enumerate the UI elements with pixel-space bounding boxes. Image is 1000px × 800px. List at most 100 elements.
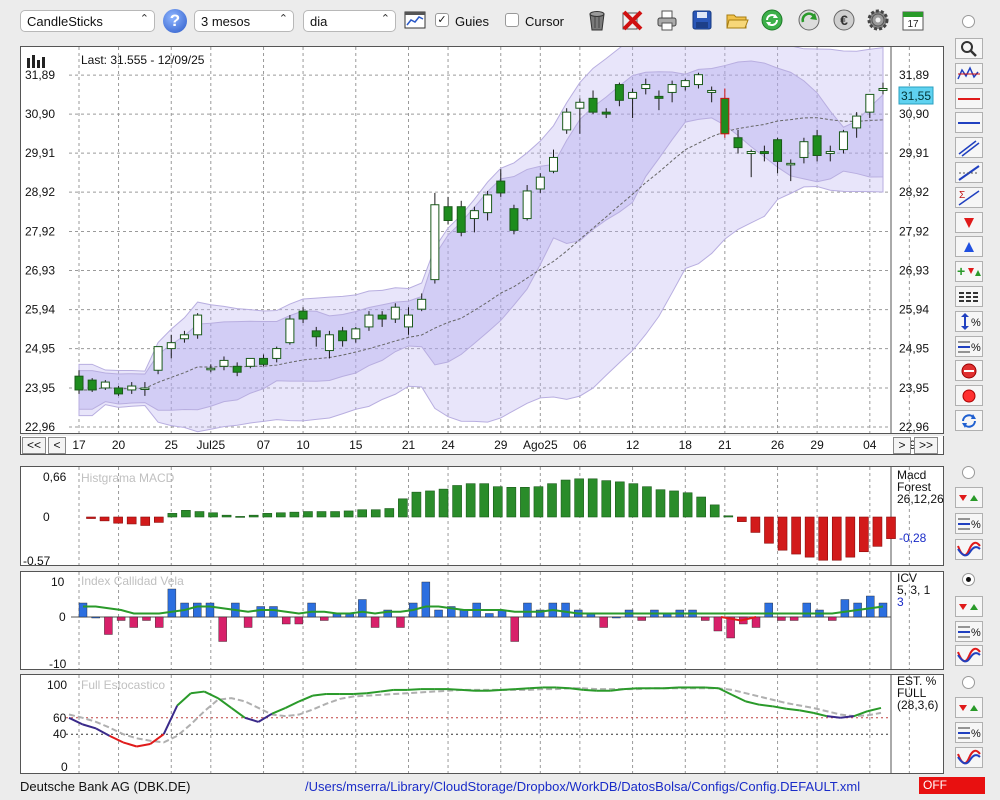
config-path-link[interactable]: /Users/mserra/Library/CloudStorage/Dropb… bbox=[305, 779, 861, 794]
trendline-icon[interactable] bbox=[955, 162, 983, 183]
macd-panel[interactable]: Histgrama MACD 0,66 0 -0,57 Macd Forest 26,12,… bbox=[20, 466, 950, 568]
channel-icon-glyph bbox=[958, 140, 980, 157]
indicator-curve-icon[interactable] bbox=[955, 539, 983, 560]
macd-bar bbox=[465, 483, 476, 518]
icv-bar bbox=[129, 616, 138, 628]
macd-legend: Macd bbox=[897, 468, 926, 482]
candle bbox=[535, 173, 545, 193]
candle bbox=[575, 98, 585, 134]
stoch-panel-radio[interactable] bbox=[962, 676, 975, 689]
icv-panel-radio[interactable] bbox=[962, 573, 975, 586]
macd-bar bbox=[547, 483, 557, 518]
stop-icon[interactable] bbox=[955, 360, 983, 382]
price-xaxis: 17 20 25 Jul25 07 10 15 21 24 29 Ago25 06 12 18 21 26 29… bbox=[20, 436, 956, 455]
zoom-icon[interactable] bbox=[955, 38, 983, 59]
chart-window-icon[interactable] bbox=[403, 8, 427, 32]
calendar-icon[interactable]: 17 bbox=[901, 8, 925, 32]
trash-icon[interactable] bbox=[585, 8, 609, 32]
buy-arrow-icon[interactable] bbox=[955, 236, 983, 258]
add-signal-icon[interactable]: + bbox=[955, 261, 983, 283]
record-icon[interactable] bbox=[955, 385, 983, 407]
nav-last-button[interactable]: >> bbox=[914, 437, 938, 454]
candle-body bbox=[285, 318, 295, 344]
stoch-k-segment bbox=[366, 690, 381, 695]
panel-radio-top[interactable] bbox=[962, 15, 975, 28]
macd-bar bbox=[506, 487, 517, 518]
x-tick-label: 29 bbox=[494, 438, 508, 452]
macd-panel-radio[interactable] bbox=[962, 466, 975, 479]
macd-chart[interactable]: Histgrama MACD 0,66 0 -0,57 MacdForest26,12,… bbox=[21, 467, 950, 568]
price-chart[interactable]: Last: 31.555 - 12/09/25 31,89 31,89 30,90 3… bbox=[21, 19, 950, 434]
list-icon[interactable] bbox=[955, 286, 983, 307]
period-select[interactable]: 3 mesos ⌃ bbox=[194, 10, 294, 32]
macd-bar bbox=[872, 516, 883, 547]
channel-icon[interactable] bbox=[955, 137, 983, 159]
cursor-checkbox[interactable] bbox=[505, 13, 519, 27]
updown-arrows-icon[interactable] bbox=[955, 596, 983, 617]
candle-body bbox=[483, 194, 493, 214]
y-tick-label-left: 28,92 bbox=[25, 185, 55, 199]
save-icon[interactable] bbox=[690, 8, 714, 32]
fibonacci-icon[interactable]: Σ bbox=[955, 186, 983, 208]
refresh-icon[interactable] bbox=[955, 410, 983, 431]
updown-arrows-icon[interactable] bbox=[955, 697, 983, 718]
gear-icon[interactable] bbox=[866, 8, 890, 32]
refresh-icon[interactable] bbox=[760, 8, 784, 32]
candle bbox=[456, 200, 466, 237]
indicator-curve-icon[interactable] bbox=[955, 747, 983, 768]
current-price-badge bbox=[898, 86, 934, 105]
stoch-panel[interactable]: Full Estocastico 100 60 40 0 EST. % FULL (28,3,… bbox=[20, 674, 950, 774]
percent-lines-icon[interactable]: % bbox=[955, 335, 983, 357]
percent-lines-icon[interactable]: % bbox=[955, 722, 983, 743]
icv-bar bbox=[878, 602, 888, 618]
price-panel[interactable]: Last: 31.555 - 12/09/25 31,89 31,89 30,90 3… bbox=[20, 19, 950, 434]
icv-bar bbox=[383, 609, 392, 618]
candle bbox=[74, 370, 84, 394]
percent-lines-icon[interactable]: % bbox=[955, 513, 983, 534]
nav-prev-button[interactable]: < bbox=[48, 437, 66, 454]
x-tick-label: 04 bbox=[863, 438, 877, 452]
update-icon[interactable] bbox=[797, 8, 821, 32]
icv-bar bbox=[91, 616, 100, 619]
stoch-chart[interactable]: Full Estocastico 100 60 40 0 EST. %FULL(28,3,… bbox=[21, 674, 950, 774]
x-tick-label: 25 bbox=[165, 438, 179, 452]
chart-type-select[interactable]: CandleSticks ⌃ bbox=[20, 10, 155, 32]
chart-style-icon[interactable] bbox=[955, 62, 983, 84]
nav-first-button[interactable]: << bbox=[22, 437, 46, 454]
candle-body bbox=[351, 328, 361, 340]
print-icon[interactable] bbox=[655, 8, 679, 32]
guides-checkbox[interactable]: ✓ bbox=[435, 13, 449, 27]
stoch-k-segment bbox=[190, 690, 205, 695]
off-toggle[interactable]: OFF bbox=[919, 777, 985, 794]
help-icon[interactable]: ? bbox=[163, 9, 187, 33]
delete-icon[interactable] bbox=[620, 8, 644, 32]
macd-bar bbox=[438, 488, 449, 518]
y-tick-label: -0,57 bbox=[23, 554, 51, 565]
icv-bar bbox=[535, 609, 545, 618]
y-tick-label-left: 31,89 bbox=[25, 68, 55, 82]
candle bbox=[720, 88, 730, 138]
percent-lines-icon[interactable]: % bbox=[955, 621, 983, 642]
candle-body bbox=[232, 365, 242, 373]
x-tick-label: 20 bbox=[112, 438, 126, 452]
hline-blue-icon[interactable] bbox=[955, 112, 983, 134]
euro-icon[interactable]: € bbox=[832, 8, 856, 32]
help-label: ? bbox=[169, 11, 181, 30]
stoch-legend: EST. % bbox=[897, 675, 937, 688]
interval-select[interactable]: dia ⌃ bbox=[303, 10, 396, 32]
candle-body bbox=[838, 131, 848, 151]
stoch-k-segment bbox=[244, 716, 259, 723]
percent-range-icon[interactable]: % bbox=[955, 310, 983, 332]
x-tick-label: 21 bbox=[402, 438, 416, 452]
hline-red-icon[interactable] bbox=[955, 87, 983, 109]
candle bbox=[100, 380, 110, 390]
sell-arrow-icon[interactable] bbox=[955, 211, 983, 233]
candle-body bbox=[469, 210, 479, 220]
indicator-curve-icon[interactable] bbox=[955, 645, 983, 666]
updown-arrows-icon[interactable] bbox=[955, 487, 983, 508]
folder-icon[interactable] bbox=[725, 8, 749, 32]
icv-title: Index Callidad Vela bbox=[81, 574, 184, 588]
nav-next-button[interactable]: > bbox=[893, 437, 911, 454]
